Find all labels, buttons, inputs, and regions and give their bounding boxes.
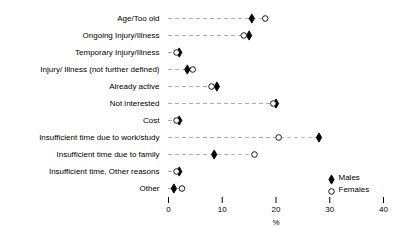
svg-text:Already active: Already active: [109, 82, 160, 91]
svg-text:Cost: Cost: [143, 116, 160, 125]
svg-text:10: 10: [218, 205, 227, 214]
svg-text:20: 20: [272, 205, 281, 214]
svg-text:30: 30: [325, 205, 334, 214]
svg-text:0: 0: [166, 205, 171, 214]
svg-text:Males: Males: [339, 173, 360, 182]
svg-text:Insufficient time due to work/: Insufficient time due to work/study: [39, 133, 159, 142]
svg-text:%: %: [272, 218, 279, 227]
svg-text:40: 40: [379, 205, 388, 214]
svg-text:Ongoing Injury/Illness: Ongoing Injury/Illness: [83, 31, 160, 40]
svg-text:Not interested: Not interested: [110, 99, 160, 108]
svg-text:Insufficient time due to famil: Insufficient time due to family: [56, 150, 159, 159]
svg-text:Temporary Injury/Illness: Temporary Injury/Illness: [75, 48, 159, 57]
svg-text:Other: Other: [139, 184, 159, 193]
svg-text:Females: Females: [339, 185, 370, 194]
svg-text:Age/Too old: Age/Too old: [117, 14, 159, 23]
svg-text:Insufficient time, Other reaso: Insufficient time, Other reasons: [49, 167, 160, 176]
svg-text:Injury/ Illness (not further d: Injury/ Illness (not further defined): [40, 65, 160, 74]
